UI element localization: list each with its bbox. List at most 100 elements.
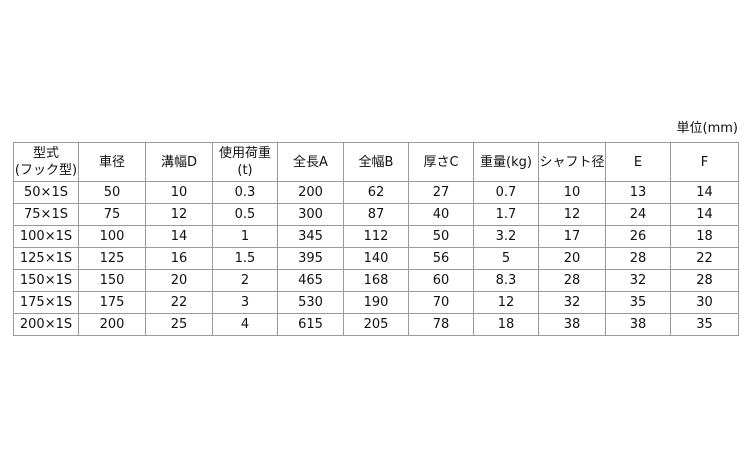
table-cell: 35	[605, 291, 671, 314]
table-cell: 0.5	[212, 203, 278, 226]
table-cell: 50	[78, 181, 146, 204]
column-header-text: 車径	[98, 154, 125, 170]
table-row: 100×1S 100 14 1 345 112 50 3.2 17 26 18	[13, 225, 739, 248]
table-cell: 8.3	[473, 269, 539, 292]
column-header-text: F	[700, 154, 709, 170]
table-cell: 26	[605, 225, 671, 248]
table-cell: 168	[343, 269, 409, 292]
table-cell: 35	[670, 313, 739, 336]
unit-label: 単位(mm)	[676, 121, 738, 136]
table-cell: 70	[408, 291, 474, 314]
table-cell: 28	[605, 247, 671, 270]
column-header: F	[670, 142, 739, 182]
table-cell: 0.7	[473, 181, 539, 204]
table-cell: 10	[538, 181, 606, 204]
table-cell: 465	[277, 269, 344, 292]
table-cell: 150×1S	[13, 269, 79, 292]
column-header: 重量(kg)	[473, 142, 539, 182]
header-row: 型式 (フック型) 車径 溝幅D 使用荷重 (t) 全長A 全幅B 厚さC 重量(kg) シャフト径…	[13, 142, 739, 182]
table-row: 175×1S 175 22 3 530 190 70 12 32 35 30	[13, 291, 739, 314]
table-cell: 100	[78, 225, 146, 248]
table-cell: 13	[605, 181, 671, 204]
table-cell: 175×1S	[13, 291, 79, 314]
table-cell: 25	[145, 313, 213, 336]
table-cell: 0.3	[212, 181, 278, 204]
column-header: シャフト径	[538, 142, 606, 182]
column-header-text: E	[633, 154, 643, 170]
table-cell: 300	[277, 203, 344, 226]
table-cell: 32	[605, 269, 671, 292]
column-header: 車径	[78, 142, 146, 182]
table-cell: 50	[408, 225, 474, 248]
table-cell: 1	[212, 225, 278, 248]
table-cell: 1.5	[212, 247, 278, 270]
table-cell: 38	[605, 313, 671, 336]
table-cell: 56	[408, 247, 474, 270]
column-header: 型式 (フック型)	[13, 142, 79, 182]
table-cell: 2	[212, 269, 278, 292]
table-cell: 125×1S	[13, 247, 79, 270]
table-cell: 62	[343, 181, 409, 204]
table-cell: 60	[408, 269, 474, 292]
table-cell: 40	[408, 203, 474, 226]
table-cell: 28	[538, 269, 606, 292]
table-cell: 205	[343, 313, 409, 336]
table-cell: 50×1S	[13, 181, 79, 204]
table-cell: 4	[212, 313, 278, 336]
column-header-text: 使用荷重	[218, 146, 271, 161]
column-header: 厚さC	[408, 142, 474, 182]
column-header-text: シャフト径	[539, 154, 605, 170]
table-row: 50×1S 50 10 0.3 200 62 27 0.7 10 13 14	[13, 181, 739, 204]
table-cell: 395	[277, 247, 344, 270]
table-cell: 18	[670, 225, 739, 248]
table-row: 75×1S 75 12 0.5 300 87 40 1.7 12 24 14	[13, 203, 739, 226]
column-header-text: (t)	[237, 163, 253, 178]
table-cell: 14	[145, 225, 213, 248]
column-header-text: (フック型)	[14, 163, 78, 178]
table-cell: 10	[145, 181, 213, 204]
table-cell: 14	[670, 181, 739, 204]
table-cell: 140	[343, 247, 409, 270]
table-cell: 87	[343, 203, 409, 226]
table-cell: 24	[605, 203, 671, 226]
table-row: 200×1S 200 25 4 615 205 78 18 38 38 35	[13, 313, 739, 336]
column-header: 全長A	[277, 142, 344, 182]
table-row: 125×1S 125 16 1.5 395 140 56 5 20 28 22	[13, 247, 739, 270]
table-cell: 12	[538, 203, 606, 226]
column-header-text: 重量(kg)	[480, 154, 532, 170]
table-cell: 200×1S	[13, 313, 79, 336]
column-header-text: 型式	[32, 146, 59, 161]
column-header-text: 厚さC	[423, 154, 459, 170]
table-cell: 75	[78, 203, 146, 226]
table-cell: 150	[78, 269, 146, 292]
table-cell: 16	[145, 247, 213, 270]
table-cell: 30	[670, 291, 739, 314]
table-cell: 200	[78, 313, 146, 336]
table-cell: 3.2	[473, 225, 539, 248]
table-cell: 5	[473, 247, 539, 270]
table-cell: 27	[408, 181, 474, 204]
table-cell: 17	[538, 225, 606, 248]
table-cell: 3	[212, 291, 278, 314]
column-header-text: 全長A	[293, 154, 328, 170]
table-cell: 14	[670, 203, 739, 226]
table-cell: 1.7	[473, 203, 539, 226]
table-row: 150×1S 150 20 2 465 168 60 8.3 28 32 28	[13, 269, 739, 292]
table-cell: 28	[670, 269, 739, 292]
table-cell: 175	[78, 291, 146, 314]
column-header: 溝幅D	[145, 142, 213, 182]
column-header: 使用荷重 (t)	[212, 142, 278, 182]
table-cell: 18	[473, 313, 539, 336]
column-header-text: 溝幅D	[160, 154, 197, 170]
spec-table: 型式 (フック型) 車径 溝幅D 使用荷重 (t) 全長A 全幅B 厚さC 重量(kg) シャフト径…	[13, 142, 739, 336]
table-cell: 125	[78, 247, 146, 270]
table-cell: 112	[343, 225, 409, 248]
column-header: 全幅B	[343, 142, 409, 182]
table-cell: 32	[538, 291, 606, 314]
table-cell: 20	[538, 247, 606, 270]
table-cell: 615	[277, 313, 344, 336]
table-cell: 12	[473, 291, 539, 314]
table-cell: 530	[277, 291, 344, 314]
table-cell: 22	[145, 291, 213, 314]
table-cell: 75×1S	[13, 203, 79, 226]
